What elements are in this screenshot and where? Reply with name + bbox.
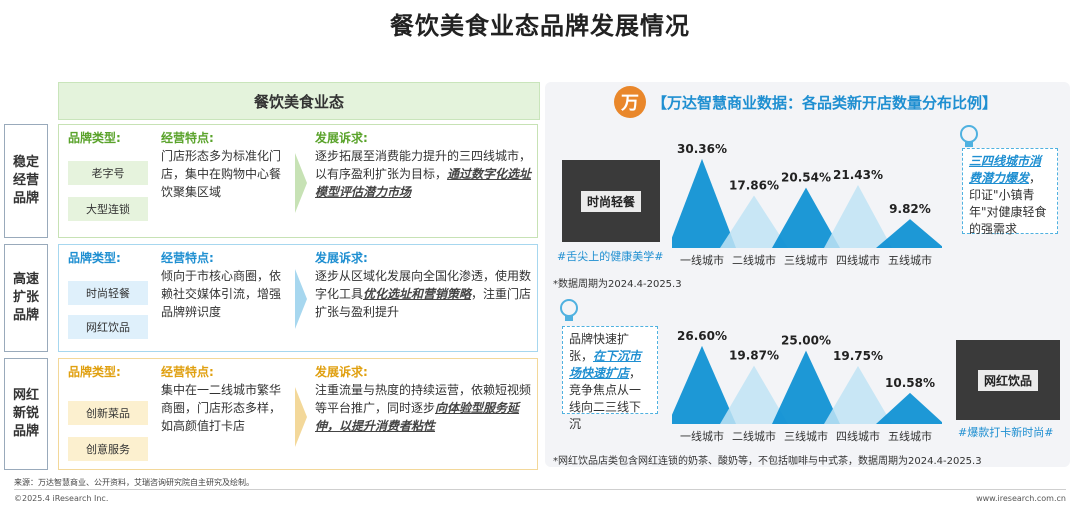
demand-plain: 注重流量与热度的持续运营，依赖短视频等平台推广，同时逐步: [315, 383, 532, 415]
photo-label: 网红饮品: [977, 369, 1038, 391]
right-panel-title: 【万达智慧商业数据：各品类新开店数量分布比例】: [652, 94, 998, 112]
demand-highlight: 向体验型服务延伸，以提升消费者粘性: [315, 401, 520, 433]
value-label: 10.58%: [885, 376, 935, 390]
row-label-fast: 高速扩张品牌: [4, 244, 48, 352]
page-title: 餐饮美食业态品牌发展情况: [390, 12, 690, 40]
callout-plain: 品牌快速扩张，: [569, 332, 630, 363]
peak-五线城市: [876, 219, 942, 248]
row-fast-expansion-brands: 品牌类型: 时尚轻餐 网红饮品 经营特点: 倾向于市核心商圈，依赖社交媒体引流，…: [58, 244, 538, 352]
feature-text: 门店形态多为标准化门店，集中在购物中心餐饮聚集区域: [161, 149, 282, 199]
demand-plain: 逐步从区域化发展向全国化渗透，使用数字化工具: [315, 269, 532, 301]
photo-label: 时尚轻餐: [580, 190, 641, 212]
feature-text: 集中在一二线城市繁华商圈，门店形态多样，如高颜值打卡店: [161, 383, 282, 433]
arrow-icon: [295, 269, 307, 329]
brand-type-pill: 时尚轻餐: [68, 281, 148, 305]
footer-copyright: ©2025.4 iResearch Inc.: [14, 494, 109, 503]
callout-highlight: 三四线城市消费潜力爆发: [969, 154, 1042, 185]
light-meal-photo: 时尚轻餐: [562, 160, 660, 242]
lightbulb-icon: [560, 299, 578, 321]
brand-type-pill: 创意服务: [68, 437, 148, 461]
peak-三线城市: [772, 187, 840, 248]
demand-head: 发展诉求:: [315, 131, 368, 145]
arrow-icon: [295, 153, 307, 213]
row-stable-brands: 品牌类型: 老字号 大型连锁 经营特点: 门店形态多为标准化门店，集中在购物中心…: [58, 124, 538, 238]
value-label: 21.43%: [833, 168, 883, 182]
category-label: 一线城市: [680, 253, 724, 267]
demand-highlight: 优化选址和营销策略: [363, 287, 472, 301]
note-top: *数据周期为2024.4-2025.3: [553, 279, 682, 290]
row-label-trendy: 网红新锐品牌: [4, 358, 48, 470]
peak-一线城市: [672, 345, 736, 424]
value-label: 19.75%: [833, 349, 883, 363]
category-label: 二线城市: [732, 253, 776, 267]
callout-text: ，印证"小镇青年"对健康轻食的强需求: [969, 171, 1047, 236]
feature-head: 经营特点:: [161, 251, 214, 265]
demand-text: 逐步拓展至消费能力提升的三四线城市，以有序盈利扩张为目标，通过数字化选址模型评估…: [315, 147, 533, 201]
wanda-logo: 万: [614, 86, 646, 118]
value-label: 17.86%: [729, 179, 779, 193]
category-label: 四线城市: [836, 253, 880, 267]
demand-tail: ，注重门店扩张与盈利提升: [315, 287, 532, 319]
feature-head: 经营特点:: [161, 131, 214, 145]
peak-三线城市: [772, 350, 840, 424]
value-label: 25.00%: [781, 334, 831, 348]
chart-bottom-area: 26.60% 一线城市 19.87% 二线城市 25.00% 三线城市 19.75% 四线城市…: [672, 329, 942, 443]
footer-source: 来源：万达智慧商业、公开资料，艾瑞咨询研究院自主研究及绘制。: [14, 478, 254, 487]
category-label: 四线城市: [836, 429, 880, 443]
category-label: 五线城市: [888, 253, 932, 267]
peak-四线城市: [824, 365, 892, 424]
hashtag-light-meal: #舌尖上的健康美学#: [557, 250, 664, 263]
category-label: 三线城市: [784, 253, 828, 267]
footer-divider: [14, 489, 1066, 490]
callout-top: 三四线城市消费潜力爆发，印证"小镇青年"对健康轻食的强需求: [962, 148, 1058, 236]
arrow-icon: [295, 387, 307, 447]
left-table-header: 餐饮美食业态: [58, 82, 540, 120]
value-label: 20.54%: [781, 171, 831, 185]
category-label: 二线城市: [732, 429, 776, 443]
brand-type-head: 品牌类型:: [68, 365, 121, 379]
brand-type-head: 品牌类型:: [68, 131, 121, 145]
demand-highlight: 通过数字化选址模型评估潜力市场: [315, 167, 532, 199]
value-label: 26.60%: [677, 329, 727, 343]
callout-tail: ，竞争焦点从一线向二三线下沉: [569, 366, 642, 431]
demand-head: 发展诉求:: [315, 251, 368, 265]
demand-text: 注重流量与热度的持续运营，依赖短视频等平台推广，同时逐步向体验型服务延伸，以提升…: [315, 381, 533, 435]
note-bottom: *网红饮品店类包含网红连锁的奶茶、酸奶等，不包括咖啡与中式茶，数据周期为2024…: [553, 456, 982, 467]
demand-text: 逐步从区域化发展向全国化渗透，使用数字化工具优化选址和营销策略，注重门店扩张与盈…: [315, 267, 533, 321]
brand-type-pill: 网红饮品: [68, 315, 148, 339]
peak-一线城市: [672, 158, 736, 248]
callout-bottom: 品牌快速扩张，在下沉市场快速扩店，竞争焦点从一线向二三线下沉: [562, 326, 658, 431]
category-label: 三线城市: [784, 429, 828, 443]
demand-plain: 逐步拓展至消费能力提升的三四线城市，以有序盈利扩张为目标，: [315, 149, 532, 181]
feature-head: 经营特点:: [161, 365, 214, 379]
row-label-stable: 稳定经营品牌: [4, 124, 48, 238]
trendy-drink-photo: 网红饮品: [956, 340, 1060, 420]
demand-head: 发展诉求:: [315, 365, 368, 379]
brand-type-head: 品牌类型:: [68, 251, 121, 265]
footer-url: www.iresearch.com.cn: [976, 494, 1066, 503]
chart-top-area: 30.36% 一线城市 17.86% 二线城市 20.54% 三线城市 21.43% 四线城市…: [672, 142, 942, 267]
brand-type-pill: 老字号: [68, 161, 148, 185]
peak-二线城市: [720, 195, 788, 248]
feature-text: 倾向于市核心商圈，依赖社交媒体引流，增强品牌辨识度: [161, 269, 282, 319]
lightbulb-icon: [960, 125, 978, 147]
brand-type-pill: 创新菜品: [68, 401, 148, 425]
value-label: 30.36%: [677, 142, 727, 156]
category-label: 五线城市: [888, 429, 932, 443]
hashtag-trendy-drink: #爆款打卡新时尚#: [958, 426, 1054, 439]
value-label: 9.82%: [889, 202, 931, 216]
callout-highlight: 在下沉市场快速扩店: [569, 349, 642, 380]
peak-四线城市: [824, 185, 892, 248]
category-label: 一线城市: [680, 429, 724, 443]
peak-二线城市: [720, 365, 788, 424]
row-trendy-new-brands: 品牌类型: 创新菜品 创意服务 经营特点: 集中在一二线城市繁华商圈，门店形态多…: [58, 358, 538, 470]
value-label: 19.87%: [729, 349, 779, 363]
peak-五线城市: [876, 392, 942, 424]
brand-type-pill: 大型连锁: [68, 197, 148, 221]
